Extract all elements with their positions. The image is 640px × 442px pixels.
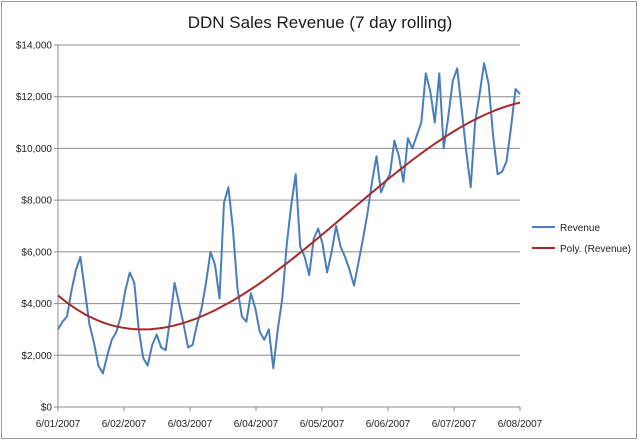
y-tick-label: $6,000 <box>21 247 52 258</box>
series-lines <box>57 62 521 375</box>
chart-title: DDN Sales Revenue (7 day rolling) <box>188 13 453 32</box>
x-tick-label: 6/01/2007 <box>36 419 81 430</box>
gridlines <box>58 44 520 356</box>
legend-label-revenue: Revenue <box>560 223 600 234</box>
legend: Revenue Poly. (Revenue) <box>532 223 631 255</box>
y-tick-label: $14,000 <box>16 41 53 52</box>
x-tick-label: 6/08/2007 <box>498 419 543 430</box>
series-line-revenue <box>57 62 521 375</box>
y-tick-label: $4,000 <box>21 299 52 310</box>
x-tick-label: 6/02/2007 <box>102 419 147 430</box>
y-tick-label: $10,000 <box>16 144 53 155</box>
x-tick-label: 6/06/2007 <box>366 419 411 430</box>
legend-label-trend: Poly. (Revenue) <box>560 244 631 255</box>
y-tick-label: $0 <box>41 403 53 414</box>
x-tick-label: 6/05/2007 <box>300 419 345 430</box>
x-tick-label: 6/07/2007 <box>432 419 477 430</box>
x-tick-label: 6/03/2007 <box>168 419 213 430</box>
series-line-poly-trend <box>57 101 521 331</box>
y-axis-ticks: $0 $2,000 $4,000 $6,000 $8,000 $10,000 $12,000… <box>16 41 58 414</box>
y-tick-label: $8,000 <box>21 196 52 207</box>
x-axis-ticks: 6/01/2007 6/02/2007 6/03/2007 6/04/2007 6/05… <box>36 407 543 430</box>
y-tick-label: $2,000 <box>21 351 52 362</box>
x-tick-label: 6/04/2007 <box>234 419 279 430</box>
y-tick-label: $12,000 <box>16 92 53 103</box>
